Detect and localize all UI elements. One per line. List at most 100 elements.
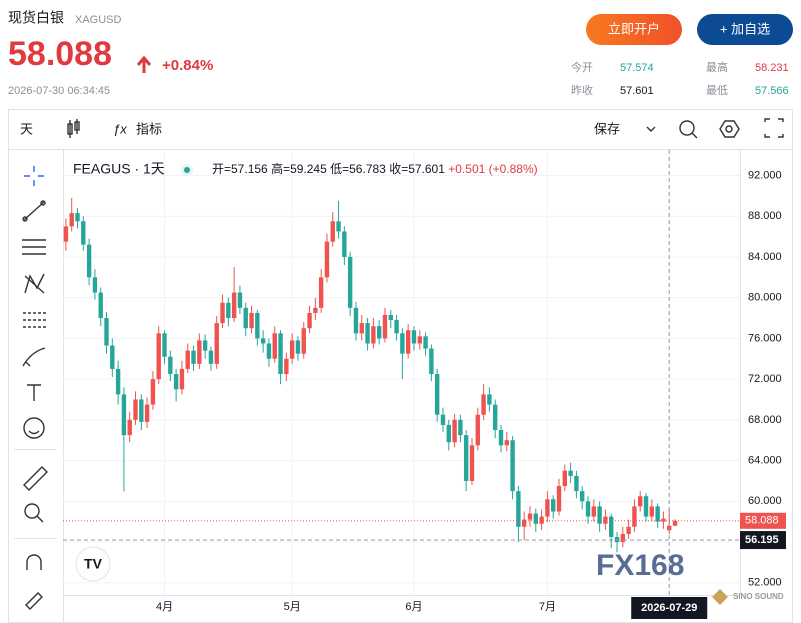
candle-body — [63, 226, 69, 242]
y-tick-label: 88.000 — [748, 210, 782, 222]
watchlist-button[interactable] — [697, 14, 793, 45]
price: 58.088 — [8, 35, 112, 73]
candle-body — [353, 307, 359, 334]
candle-body — [127, 419, 132, 436]
y-tick-label: 84.000 — [748, 251, 782, 263]
candle-body — [110, 345, 115, 369]
candle-body — [643, 496, 649, 517]
candle-body — [162, 333, 167, 357]
candle-body — [521, 519, 527, 527]
candle-body — [452, 419, 457, 443]
candle-body — [632, 506, 637, 527]
crosshair-x-tag — [631, 597, 708, 619]
stat-label: 昨收 — [571, 83, 593, 97]
candle-body — [603, 516, 608, 524]
candle-body — [86, 244, 92, 278]
legend-dot — [184, 167, 190, 173]
y-tick-label: 92.000 — [748, 169, 782, 181]
x-tick-label: 5月 — [284, 601, 301, 613]
candle-body — [278, 333, 283, 375]
candle-body — [208, 350, 214, 364]
candle-body — [133, 399, 138, 420]
stat-label: 最低 — [706, 84, 728, 97]
candle-body — [527, 513, 533, 520]
y-tick-label: 64.000 — [748, 454, 782, 466]
candle-body — [191, 350, 196, 364]
candle-body — [307, 312, 312, 329]
candle-body — [516, 491, 521, 527]
candle-body — [638, 496, 643, 507]
stat-value: 57.601 — [620, 85, 654, 97]
candle-body — [429, 348, 434, 375]
candle-body — [255, 312, 260, 339]
candle-body — [272, 333, 277, 359]
candle-body — [446, 424, 451, 443]
interval[interactable]: 天 — [20, 121, 33, 136]
candle-body — [417, 336, 422, 344]
candle-body — [202, 340, 208, 351]
candle-body — [226, 302, 231, 319]
watermark: FX168 — [596, 549, 684, 582]
candle-body — [185, 350, 190, 369]
candle-body — [168, 356, 173, 375]
tv-logo-bg — [75, 546, 111, 582]
candle-body — [394, 320, 399, 334]
candle-body — [574, 475, 579, 492]
change: +0.84% — [162, 57, 213, 74]
stat-value: 57.574 — [620, 62, 654, 74]
candle-body — [614, 536, 620, 543]
candle-body — [313, 307, 318, 313]
candle-body — [92, 277, 98, 293]
candle-body — [376, 326, 382, 339]
open-account-button[interactable] — [586, 14, 682, 45]
chevron[interactable] — [646, 126, 656, 132]
crosshair-y-label: 56.195 — [745, 534, 779, 546]
y-tick-label: 76.000 — [748, 332, 782, 344]
candle-body — [220, 302, 225, 324]
stat-value: 58.231 — [755, 62, 789, 74]
candle-body — [388, 314, 393, 321]
legend-change: +0.501 (+0.88%) — [448, 162, 537, 176]
candle-body — [150, 379, 156, 405]
legend-item: 开=57.156 — [212, 162, 268, 176]
drawing-tools[interactable] — [22, 166, 48, 610]
candle-body — [365, 323, 370, 344]
candle-body — [69, 213, 74, 227]
candle-body — [672, 520, 678, 526]
candle-body — [197, 340, 202, 364]
brand: SINO SOUND — [733, 592, 784, 601]
candle-body — [551, 499, 556, 512]
candle-body — [556, 486, 562, 512]
candle-body — [104, 318, 109, 346]
legend-values: 开=57.156 高=59.245 低=56.783 收=57.601 +0.5… — [212, 161, 538, 176]
legend-item: 收=57.601 — [389, 162, 445, 176]
candle-body — [121, 394, 127, 436]
last-price-tag — [740, 512, 786, 529]
candle-body — [487, 394, 492, 405]
y-tick-label: 80.000 — [748, 292, 782, 304]
y-tick-label: 68.000 — [748, 414, 782, 426]
candle-body — [434, 374, 440, 415]
candle-body — [289, 340, 295, 359]
settings-icons[interactable] — [679, 118, 784, 139]
candle-body — [580, 491, 585, 502]
save[interactable]: 保存 — [594, 121, 620, 136]
candle-body — [231, 292, 237, 319]
watchlist-label[interactable]: + 加自选 — [720, 21, 770, 36]
candle-body — [609, 516, 614, 537]
indicators[interactable]: 指标 — [136, 121, 162, 136]
candle-body — [173, 374, 179, 390]
y-tick-label: 52.000 — [748, 577, 782, 589]
candle-body — [469, 445, 475, 481]
fx-icon[interactable]: ƒx — [113, 121, 127, 136]
candle-body — [295, 340, 301, 354]
candle-icon[interactable] — [67, 119, 80, 138]
candle-body — [661, 518, 666, 522]
candle-body — [284, 358, 289, 375]
candle-body — [510, 440, 515, 492]
open-account-label[interactable]: 立即开户 — [608, 21, 660, 36]
crosshair-x-label: 2026-07-29 — [641, 602, 697, 614]
candle-body — [545, 499, 550, 517]
candle-body — [342, 231, 347, 257]
candle-body — [179, 368, 185, 390]
